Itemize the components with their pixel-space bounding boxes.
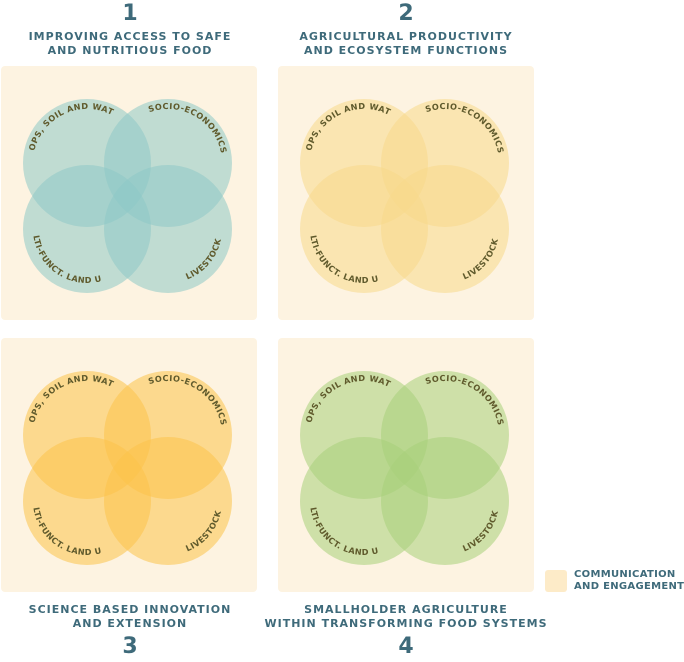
quadrant-4-title-line-1: SMALLHOLDER AGRICULTURE	[304, 603, 508, 616]
quadrant-3-title-line-1: SCIENCE BASED INNOVATION	[28, 603, 232, 616]
quadrant-2-venn-panel: CROPS, SOIL AND WATERSOCIO-ECONOMICSMULT…	[278, 66, 534, 320]
quadrant-3-number: 3	[122, 634, 138, 659]
quadrant-1-title-line-1: IMPROVING ACCESS TO SAFE	[28, 30, 232, 43]
quadrant-1-venn-panel: CROPS, SOIL AND WATERSOCIO-ECONOMICSMULT…	[1, 66, 257, 320]
legend-label: COMMUNICATION AND ENGAGEMENT	[574, 569, 684, 593]
quadrant-4-number: 4	[398, 634, 414, 659]
legend-label-line-2: AND ENGAGEMENT	[574, 581, 684, 592]
venn-diagram: CROPS, SOIL AND WATERSOCIO-ECONOMICSMULT…	[278, 338, 509, 565]
quadrant-1-title: IMPROVING ACCESS TO SAFE AND NUTRITIOUS …	[0, 30, 280, 58]
quadrant-4-title: SMALLHOLDER AGRICULTURE WITHIN TRANSFORM…	[256, 603, 556, 631]
quadrant-2-title-line-2: AND ECOSYSTEM FUNCTIONS	[303, 44, 509, 57]
quadrant-3-title: SCIENCE BASED INNOVATION AND EXTENSION	[0, 603, 280, 631]
quadrant-2-title-line-1: AGRICULTURAL PRODUCTIVITY	[299, 30, 513, 43]
quadrant-3-venn-panel: CROPS, SOIL AND WATERSOCIO-ECONOMICSMULT…	[1, 338, 257, 592]
quadrant-1-title-line-2: AND NUTRITIOUS FOOD	[47, 44, 213, 57]
legend-label-line-1: COMMUNICATION	[574, 569, 676, 580]
quadrant-2-number: 2	[398, 1, 414, 26]
circle-livestock	[104, 165, 232, 293]
legend-swatch	[545, 570, 567, 592]
quadrant-3-title-line-2: AND EXTENSION	[72, 617, 188, 630]
circle-livestock	[104, 437, 232, 565]
quadrant-4-venn-panel: CROPS, SOIL AND WATERSOCIO-ECONOMICSMULT…	[278, 338, 534, 592]
venn-diagram: CROPS, SOIL AND WATERSOCIO-ECONOMICSMULT…	[278, 66, 509, 293]
circle-livestock	[381, 165, 509, 293]
quadrant-2-title: AGRICULTURAL PRODUCTIVITY AND ECOSYSTEM …	[256, 30, 556, 58]
venn-diagram: CROPS, SOIL AND WATERSOCIO-ECONOMICSMULT…	[1, 66, 232, 293]
quadrant-4-title-line-2: WITHIN TRANSFORMING FOOD SYSTEMS	[264, 617, 548, 630]
venn-diagram: CROPS, SOIL AND WATERSOCIO-ECONOMICSMULT…	[1, 338, 232, 565]
quadrant-1-number: 1	[122, 1, 138, 26]
circle-livestock	[381, 437, 509, 565]
